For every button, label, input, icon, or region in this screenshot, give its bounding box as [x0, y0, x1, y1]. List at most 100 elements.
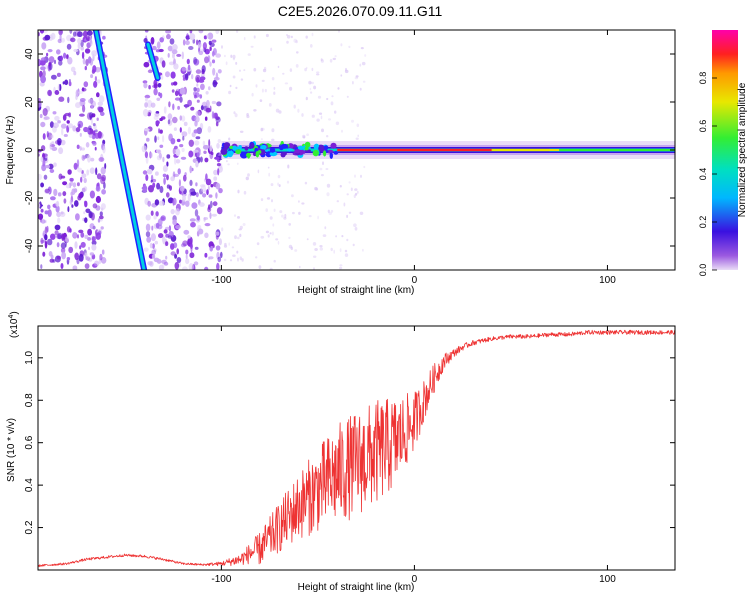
noise-blob	[96, 117, 99, 121]
faint-speckle	[311, 114, 315, 118]
noise-blob	[216, 163, 221, 167]
noise-blob	[204, 252, 208, 258]
y-tick-label: 0.2	[24, 520, 35, 534]
noise-blob	[200, 83, 205, 91]
noise-blob	[203, 150, 207, 154]
noise-blob	[156, 258, 162, 264]
carrier-blob	[323, 150, 327, 157]
faint-speckle	[278, 184, 281, 188]
noise-blob	[56, 72, 61, 77]
noise-blob	[95, 167, 98, 176]
faint-speckle	[266, 197, 271, 200]
noise-blob	[208, 256, 214, 260]
x-tick-label: -100	[211, 275, 231, 286]
faint-speckle	[259, 99, 263, 102]
faint-speckle	[362, 248, 364, 252]
carrier-blob	[304, 141, 311, 148]
noise-blob	[191, 132, 196, 138]
carrier-blob	[255, 150, 260, 158]
noise-blob	[163, 106, 167, 114]
noise-blob	[154, 112, 160, 117]
noise-blob	[43, 116, 50, 120]
noise-blob	[80, 241, 86, 248]
noise-blob	[193, 94, 197, 99]
carrier-blob	[294, 149, 301, 154]
faint-speckle	[288, 223, 292, 226]
noise-blob	[100, 203, 106, 210]
noise-blob	[61, 127, 64, 136]
noise-blob	[49, 121, 54, 128]
noise-blob	[174, 97, 181, 101]
noise-blob	[143, 82, 148, 89]
faint-speckle	[221, 45, 223, 49]
faint-speckle	[346, 95, 349, 98]
noise-blob	[48, 163, 54, 170]
carrier-blob	[280, 152, 286, 158]
noise-blob	[82, 104, 86, 113]
faint-speckle	[359, 211, 364, 215]
noise-blob	[195, 110, 201, 117]
noise-blob	[215, 182, 221, 190]
noise-blob	[82, 155, 87, 160]
noise-blob	[60, 123, 67, 129]
noise-blob	[185, 200, 190, 207]
faint-speckle	[243, 37, 246, 41]
noise-blob	[208, 86, 211, 91]
faint-speckle	[344, 249, 348, 253]
colorbar-tick-label: 0.2	[698, 216, 708, 229]
carrier-blob	[269, 147, 276, 153]
snr-exponent-base: (x10	[9, 318, 20, 338]
faint-speckle	[269, 267, 273, 270]
noise-blob	[187, 235, 191, 239]
noise-blob	[92, 135, 96, 140]
faint-speckle	[364, 54, 367, 57]
noise-blob	[142, 170, 148, 175]
noise-blob	[83, 211, 86, 215]
noise-blob	[83, 177, 87, 184]
faint-speckle	[352, 81, 354, 85]
noise-blob	[68, 79, 71, 82]
noise-blob	[185, 73, 189, 81]
noise-blob	[38, 203, 41, 208]
snr-exponent: (x104)	[8, 311, 20, 338]
noise-blob	[100, 166, 106, 175]
noise-blob	[170, 176, 175, 182]
noise-blob	[82, 30, 88, 38]
noise-blob	[44, 234, 48, 241]
faint-speckle	[223, 258, 227, 262]
faint-speckle	[284, 213, 287, 218]
noise-blob	[88, 125, 92, 130]
noise-blob	[216, 142, 220, 149]
noise-blob	[165, 241, 169, 247]
noise-blob	[160, 215, 166, 222]
snr-exponent-close: )	[9, 311, 20, 314]
noise-blob	[62, 81, 65, 85]
noise-blob	[169, 38, 175, 45]
x-tick-label: -100	[211, 574, 231, 585]
noise-blob	[202, 193, 207, 198]
noise-blob	[54, 90, 60, 95]
noise-blob	[214, 112, 218, 119]
noise-blob	[217, 139, 221, 143]
noise-blob	[170, 71, 176, 79]
noise-blob	[144, 30, 149, 33]
noise-blob	[204, 266, 209, 270]
noise-blob	[67, 169, 72, 175]
noise-blob	[151, 249, 156, 255]
noise-blob	[89, 190, 95, 199]
noise-blob	[173, 173, 179, 177]
faint-speckle	[304, 67, 307, 72]
noise-blob	[84, 234, 89, 239]
noise-blob	[199, 202, 205, 207]
noise-blob	[200, 105, 204, 111]
noise-blob	[50, 134, 54, 139]
y-tick-label: -20	[24, 190, 35, 205]
noise-blob	[90, 74, 94, 79]
noise-blob	[209, 212, 212, 220]
faint-speckle	[337, 87, 340, 90]
noise-blob	[183, 121, 188, 127]
noise-blob	[95, 195, 101, 204]
noise-blob	[87, 228, 92, 236]
faint-speckle	[236, 30, 239, 33]
noise-blob	[58, 60, 63, 66]
